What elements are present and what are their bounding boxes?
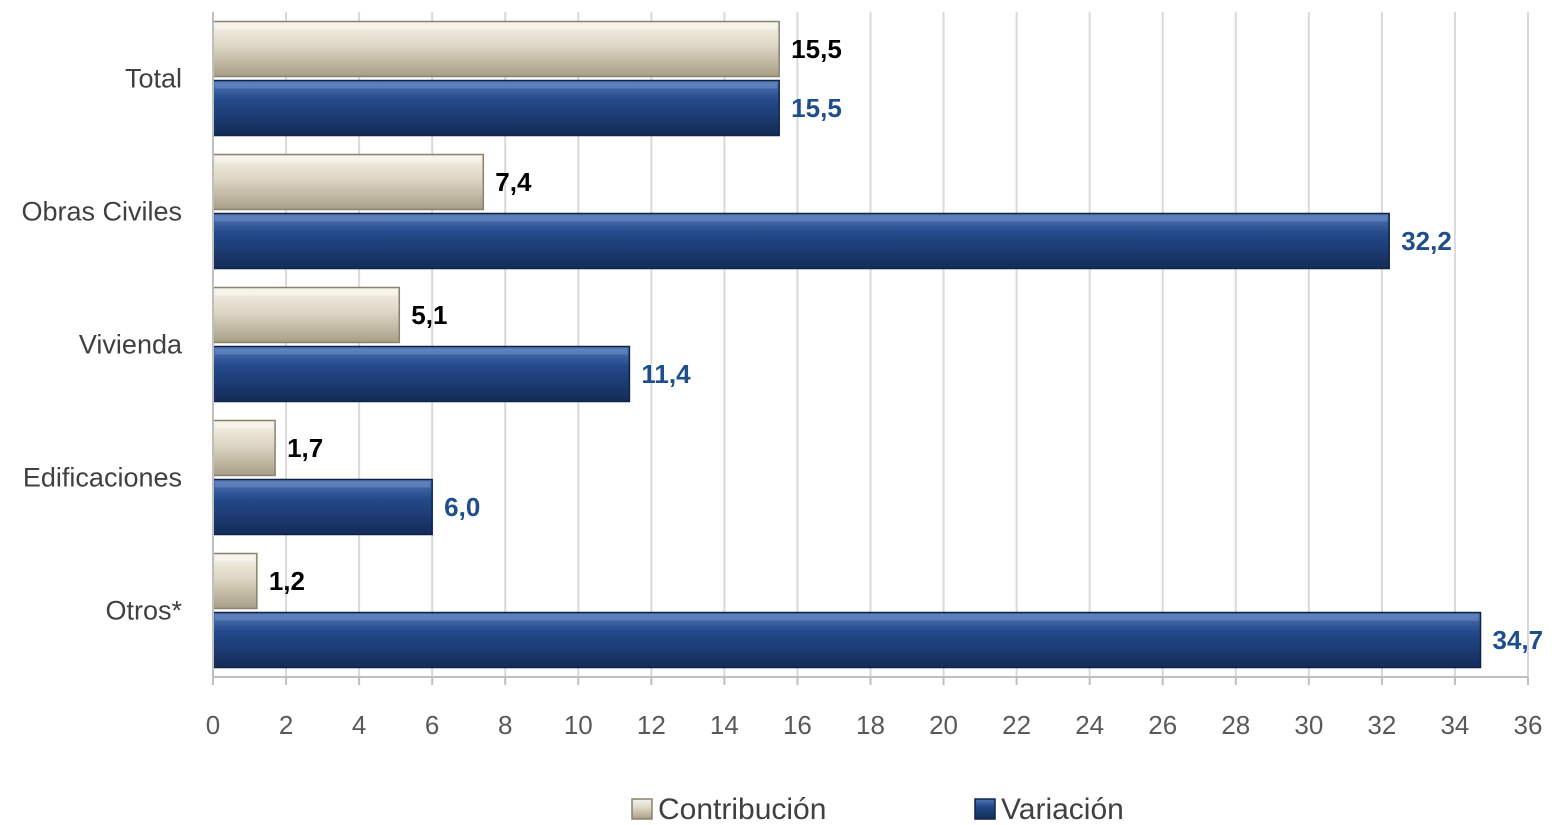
- data-label: 5,1: [411, 300, 447, 330]
- bar-highlight: [215, 422, 274, 429]
- bar-contribucion: [212, 153, 485, 211]
- data-label: 1,7: [287, 433, 323, 463]
- bar-highlight: [215, 555, 255, 562]
- bar-contribucion: [212, 419, 276, 477]
- bar-contribucion: [212, 20, 780, 78]
- bar-variacion: [212, 478, 433, 536]
- data-label: 15,5: [791, 34, 842, 64]
- x-tick-label: 24: [1075, 710, 1104, 740]
- category-label: Otros*: [105, 596, 182, 626]
- x-tick-label: 36: [1514, 710, 1543, 740]
- bars: [212, 20, 1482, 669]
- x-tick-label: 22: [1002, 710, 1031, 740]
- data-label: 11,4: [641, 359, 691, 389]
- data-label: 1,2: [269, 566, 305, 596]
- x-tick-label: 34: [1440, 710, 1469, 740]
- category-label: Edificaciones: [23, 463, 182, 493]
- bar-highlight: [215, 348, 628, 355]
- data-label: 6,0: [444, 492, 480, 522]
- x-tick-label: 4: [352, 710, 366, 740]
- x-tick-label: 16: [783, 710, 812, 740]
- legend-label: Variación: [1001, 793, 1124, 825]
- x-tick-label: 6: [425, 710, 439, 740]
- x-tick-label: 30: [1294, 710, 1323, 740]
- category-label: Vivienda: [79, 330, 183, 360]
- legend: Contribución Variación: [631, 793, 1124, 825]
- axes: 0 2 4 6 8 10 12 14 16 18 20 22 24 26 28 30 32 34 36TotalOb…: [21, 12, 1542, 740]
- x-tick-label: 2: [279, 710, 293, 740]
- x-tick-label: 32: [1367, 710, 1396, 740]
- data-label: 7,4: [495, 167, 532, 197]
- bar-highlight: [215, 23, 778, 30]
- x-tick-label: 8: [498, 710, 512, 740]
- x-tick-label: 28: [1221, 710, 1250, 740]
- bar-variacion: [212, 79, 780, 137]
- data-label: 32,2: [1401, 226, 1452, 256]
- bar-highlight: [215, 215, 1388, 222]
- bar-contribucion: [212, 552, 258, 610]
- bar-highlight: [215, 481, 431, 488]
- data-label: 15,5: [791, 93, 842, 123]
- legend-swatch-contribucion: [631, 798, 653, 820]
- data-labels: 15,5 15,5 7,4 32,2 5,1 11,4 1,7 6,0 1,2 34,7: [269, 34, 1543, 655]
- x-tick-label: 12: [637, 710, 666, 740]
- x-tick-label: 18: [856, 710, 885, 740]
- category-label: Total: [125, 64, 182, 94]
- x-tick-label: 26: [1148, 710, 1177, 740]
- bar-highlight: [215, 156, 482, 163]
- data-label: 34,7: [1493, 625, 1544, 655]
- x-tick-label: 0: [206, 710, 220, 740]
- bar-highlight: [215, 614, 1479, 621]
- bar-highlight: [215, 82, 778, 89]
- x-tick-label: 10: [564, 710, 593, 740]
- x-tick-label: 14: [710, 710, 739, 740]
- bar-variacion: [212, 345, 631, 403]
- x-tick-label: 20: [929, 710, 958, 740]
- bar-contribucion: [212, 286, 401, 344]
- bar-variacion: [212, 611, 1482, 669]
- legend-swatch-variacion: [974, 798, 996, 820]
- legend-label: Contribución: [658, 793, 826, 825]
- bar-variacion: [212, 212, 1390, 270]
- category-label: Obras Civiles: [21, 197, 182, 227]
- bar-highlight: [215, 289, 398, 296]
